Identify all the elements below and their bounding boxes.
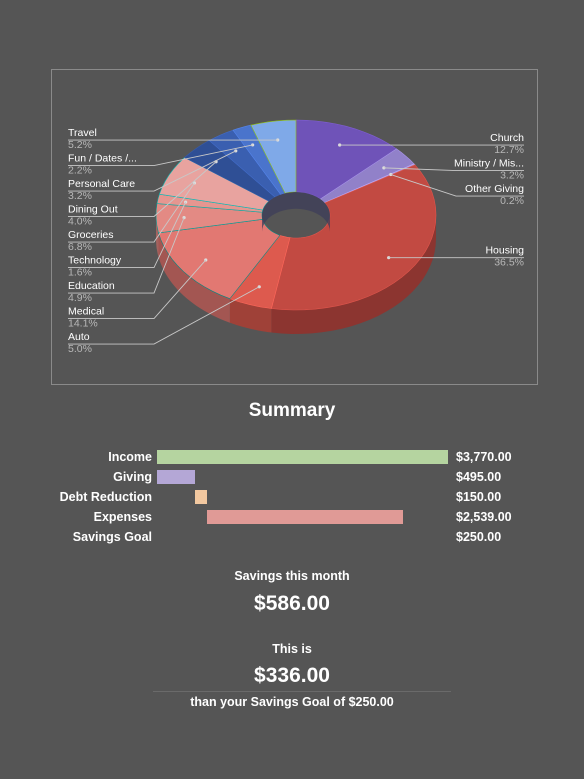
slice-label: Auto [68,331,90,343]
summary-row: Expenses $2,539.00 [0,509,584,527]
summary-row-label: Savings Goal [72,530,152,544]
leader-line [390,174,524,197]
slice-label: Medical [68,306,104,318]
slice-label: Housing [485,245,524,257]
summary-bar [195,490,207,504]
slice-percent-label: 4.0% [68,216,92,228]
slice-percent-label: 0.2% [500,195,524,207]
summary-row-label: Debt Reduction [59,490,152,504]
slice-percent-label: 6.8% [68,241,92,253]
savings-this-is-label: This is [272,642,312,656]
leader-line [68,161,217,217]
slice-label: Ministry / Mis... [454,158,524,170]
summary-title: Summary [248,400,336,421]
slice-label: Dining Out [68,204,118,216]
summary-row-label: Expenses [93,510,152,524]
savings-month-label: Savings this month [234,569,350,583]
pie-chart-frame: Church 12.7% Ministry / Mis... 3.2% Other Gi… [51,69,538,385]
slice-percent-label: 4.9% [68,292,92,304]
pie-slice-side [158,232,230,323]
slice-percent-label: 14.1% [68,318,98,330]
summary-bar [157,450,448,464]
slice-percent-label: 5.0% [68,343,92,355]
summary-row-value: $3,770.00 [456,450,512,464]
slice-percent-label: 12.7% [494,144,524,156]
savings-difference-amount: $336.00 [254,664,330,687]
summary-row: Savings Goal $250.00 [0,529,584,547]
pie-hole-wall [262,192,330,232]
slice-label: Other Giving [465,183,524,195]
leader-line [383,167,524,171]
summary-bar [206,510,403,524]
slice-percent-label: 3.2% [500,170,524,182]
summary-row-value: $2,539.00 [456,510,512,524]
leader-line [68,201,187,268]
leader-dot [184,200,188,204]
slice-label: Travel [68,127,97,139]
savings-month-amount: $586.00 [254,592,330,615]
slice-percent-label: 2.2% [68,165,92,177]
leader-dot [389,172,393,177]
slice-label: Personal Care [68,178,135,190]
leader-line [68,286,260,345]
summary-row-label: Giving [113,470,152,484]
summary-row-value: $495.00 [456,470,502,484]
leader-line [68,217,185,294]
summary-row-value: $150.00 [456,490,502,504]
slice-percent-label: 36.5% [494,257,524,269]
leader-line [68,144,253,166]
summary-row: Income $3,770.00 [0,449,584,467]
slice-label: Fun / Dates /... [68,153,137,165]
slice-percent-label: 1.6% [68,267,92,279]
slice-percent-label: 5.2% [68,139,92,151]
slice-label: Education [68,280,115,292]
pie-slice-side [271,215,436,334]
summary-bar [157,470,196,484]
summary-row-value: $250.00 [456,530,502,544]
leader-line [68,259,207,319]
summary-row: Giving $495.00 [0,469,584,487]
divider [153,691,451,692]
leader-line [68,150,236,192]
slice-label: Technology [68,255,122,267]
savings-goal-text: than your Savings Goal of $250.00 [190,695,394,709]
slice-percent-label: 3.2% [68,190,92,202]
summary-row: Debt Reduction $150.00 [0,489,584,507]
slice-label: Groceries [68,229,114,241]
leader-line [68,182,195,243]
summary-row-label: Income [108,450,152,464]
slice-label: Church [490,132,524,144]
